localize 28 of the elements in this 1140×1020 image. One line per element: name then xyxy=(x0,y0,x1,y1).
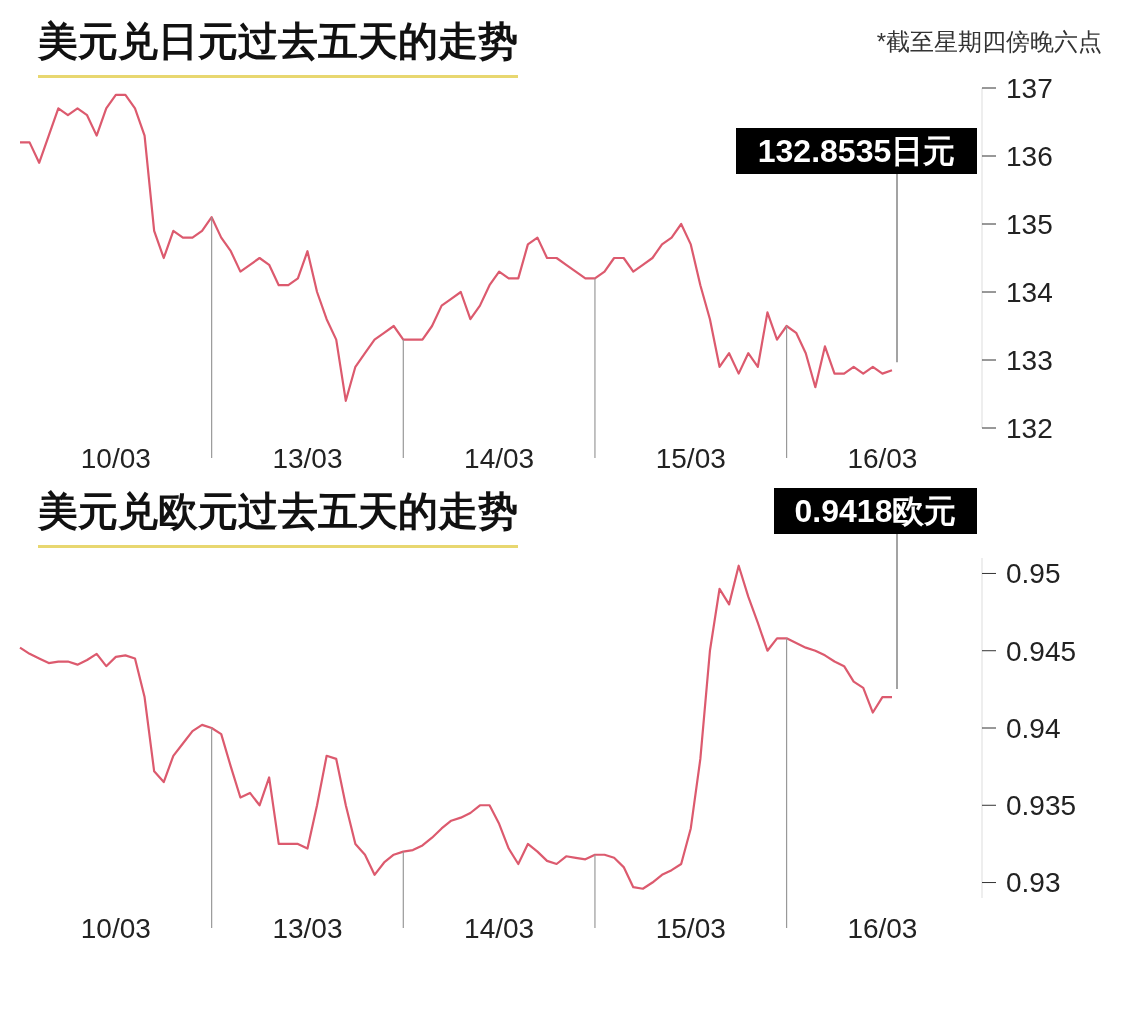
x-tick-label: 16/03 xyxy=(847,443,918,474)
x-tick-label: 15/03 xyxy=(655,913,726,944)
x-tick-label: 14/03 xyxy=(464,443,535,474)
y-tick-label: 133 xyxy=(1006,344,1053,376)
y-tick-label: 132 xyxy=(1006,412,1053,444)
y-tick-label: 135 xyxy=(1006,208,1053,240)
y-tick-label: 136 xyxy=(1006,140,1053,172)
callout: 0.9418欧元 xyxy=(774,488,977,690)
y-tick-label: 0.935 xyxy=(1006,790,1077,822)
x-tick-label: 15/03 xyxy=(655,443,726,474)
y-tick-label: 134 xyxy=(1006,276,1053,308)
x-tick-label: 13/03 xyxy=(272,913,343,944)
y-tick-label: 0.95 xyxy=(1006,558,1061,590)
chart-title: 美元兑日元过去五天的走势 xyxy=(38,14,518,78)
x-tick-label: 14/03 xyxy=(464,913,535,944)
callout: 132.8535日元 xyxy=(736,128,977,363)
y-tick-label: 0.94 xyxy=(1006,712,1061,744)
line-series xyxy=(18,564,894,890)
y-tick-label: 137 xyxy=(1006,72,1053,104)
chart-title: 美元兑欧元过去五天的走势 xyxy=(38,484,518,548)
x-tick-label: 16/03 xyxy=(847,913,918,944)
annotation: 132.8535日元 xyxy=(757,133,956,169)
x-tick-label: 10/03 xyxy=(80,913,151,944)
x-tick-label: 13/03 xyxy=(272,443,343,474)
x-tick-label: 10/03 xyxy=(80,443,151,474)
y-tick-label: 0.93 xyxy=(1006,867,1061,899)
text: *截至星期四傍晚六点 xyxy=(876,27,1102,57)
y-tick-label: 0.945 xyxy=(1006,635,1077,667)
